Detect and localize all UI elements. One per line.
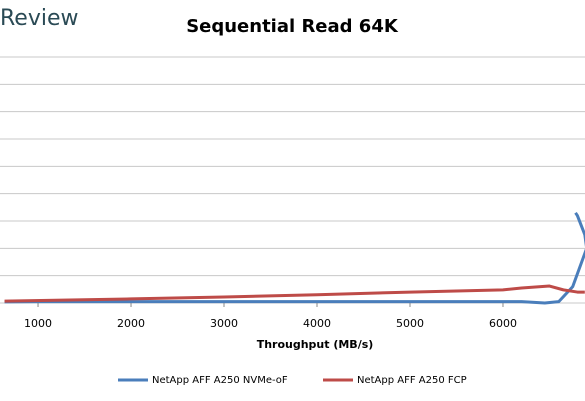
logo: Review: [0, 6, 79, 31]
x-tick-label: 6000: [489, 317, 517, 330]
x-tick-label: 2000: [117, 317, 145, 330]
series-line: [4, 211, 585, 305]
chart-title: Sequential Read 64K: [186, 16, 399, 37]
x-tick-label: 4000: [303, 317, 331, 330]
legend-label: NetApp AFF A250 NVMe-oF: [152, 375, 288, 386]
x-tick-label: 3000: [210, 317, 238, 330]
plot-area: [4, 211, 585, 305]
x-tick-label: 1000: [24, 317, 52, 330]
legend-label: NetApp AFF A250 FCP: [357, 375, 467, 386]
x-axis-label: Throughput (MB/s): [257, 338, 374, 351]
x-tick-label: 5000: [396, 317, 424, 330]
series-line: [4, 284, 585, 303]
